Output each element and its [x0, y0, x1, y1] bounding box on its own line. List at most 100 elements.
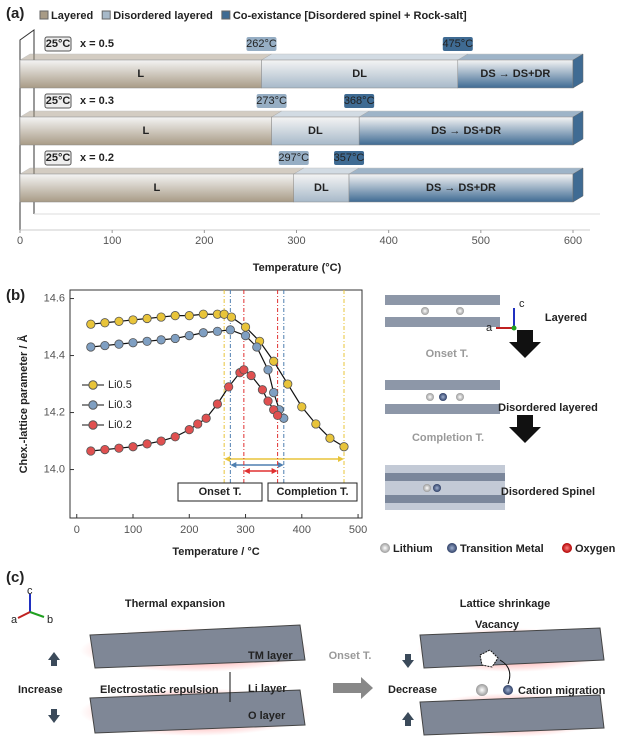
data-point [263, 365, 273, 375]
x-tick-label: 100 [124, 524, 142, 536]
data-point [252, 342, 262, 352]
data-point [128, 315, 138, 325]
annotation-box [177, 482, 263, 502]
bar [19, 173, 294, 203]
data-point [283, 379, 293, 389]
legend-label: Disordered layered [113, 10, 213, 22]
data-point [257, 385, 268, 395]
x-tick-label: 400 [379, 235, 397, 247]
data-point [170, 333, 180, 344]
label: Decrease [388, 684, 437, 696]
data-point [224, 382, 234, 392]
annotation: Onset T. [199, 486, 242, 498]
boundary-label: 357°C [334, 152, 365, 164]
atom-label: Transition Metal [460, 543, 544, 555]
annotation: Completion T. [276, 486, 348, 498]
axis-label: b [47, 614, 53, 626]
data-point [100, 444, 110, 455]
data-point [156, 436, 166, 446]
bar-end [572, 167, 584, 203]
bar-top [260, 53, 469, 61]
data-point [114, 339, 124, 349]
data-point [325, 433, 335, 443]
data-point [225, 325, 235, 335]
data-point [128, 338, 138, 348]
data-point [239, 365, 249, 375]
bar [348, 173, 574, 203]
y-tick-label: 14.4 [44, 349, 65, 361]
segment-label: L [142, 125, 149, 137]
legend-label: Li0.3 [108, 399, 132, 411]
data-point [226, 312, 237, 322]
category-label: x = 0.2 [80, 152, 114, 164]
title: Lattice shrinkage [460, 598, 550, 610]
title: Thermal expansion [125, 598, 226, 610]
bar-end [572, 53, 584, 89]
boundary-label: 368°C [344, 95, 375, 107]
boundary-label: 262°C [246, 38, 277, 50]
start-label: 25°C [46, 152, 71, 164]
panel-label: (c) [6, 569, 24, 586]
transition-label: Onset T. [426, 348, 469, 360]
boundary-label: 475°C [442, 38, 473, 50]
category-label: x = 0.5 [80, 38, 114, 50]
legend-label: Co-existance [Disordered spinel + Rock-s… [233, 10, 467, 22]
legend-swatch [221, 10, 231, 20]
x-tick-label: 300 [236, 524, 254, 536]
data-point [114, 316, 124, 326]
data-point [240, 330, 251, 341]
y-tick-label: 14.2 [44, 406, 65, 418]
data-point [156, 335, 166, 345]
boundary-box [246, 37, 277, 51]
bar-top [19, 167, 305, 175]
data-point [170, 432, 180, 442]
segment-label: DL [308, 125, 323, 137]
x-axis-label: Temperature (°C) [253, 262, 342, 274]
stage-label: Layered [545, 312, 587, 324]
label: Vacancy [475, 619, 520, 631]
data-point [273, 410, 283, 420]
stage-label: Disordered Spinel [501, 486, 595, 498]
legend-label: Li0.2 [108, 419, 132, 431]
category-label: x = 0.3 [80, 95, 114, 107]
crystal-structures [380, 295, 572, 553]
data-point [86, 446, 96, 456]
data-point [142, 313, 152, 324]
annotation-box [267, 482, 358, 502]
data-point [193, 419, 203, 429]
boundary-label: 297°C [278, 152, 309, 164]
start-box [44, 93, 72, 109]
data-point [142, 439, 152, 449]
data-point [212, 326, 223, 336]
axis-label: c [27, 585, 33, 597]
data-point [170, 311, 180, 321]
data-point [246, 370, 256, 381]
panel-label: (a) [6, 5, 24, 22]
bar-top [19, 110, 283, 118]
x-tick-label: 200 [195, 235, 213, 247]
legend-swatch [101, 10, 111, 20]
label: Increase [18, 684, 63, 696]
label: Onset T. [329, 650, 372, 662]
y-axis-label: Chex.-lattice parameter / Å [17, 335, 30, 474]
data-point [198, 328, 208, 338]
legend-label: Layered [51, 10, 93, 22]
bar [358, 116, 574, 146]
x-tick-label: 200 [180, 524, 198, 536]
legend-marker [88, 400, 98, 410]
data-point [339, 442, 349, 452]
segment-label: DS → DS+DR [480, 68, 550, 80]
bar [19, 59, 262, 89]
layer-label: Li layer [248, 683, 287, 695]
axis-label: c [519, 298, 525, 310]
bar [261, 59, 459, 89]
data-point [86, 319, 96, 329]
boundary-box [344, 94, 375, 108]
data-point [212, 399, 223, 409]
atom-label: Lithium [393, 543, 433, 555]
start-box [44, 36, 72, 52]
transition-label: Completion T. [412, 432, 484, 444]
boundary-box [256, 94, 287, 108]
data-point [100, 318, 110, 328]
